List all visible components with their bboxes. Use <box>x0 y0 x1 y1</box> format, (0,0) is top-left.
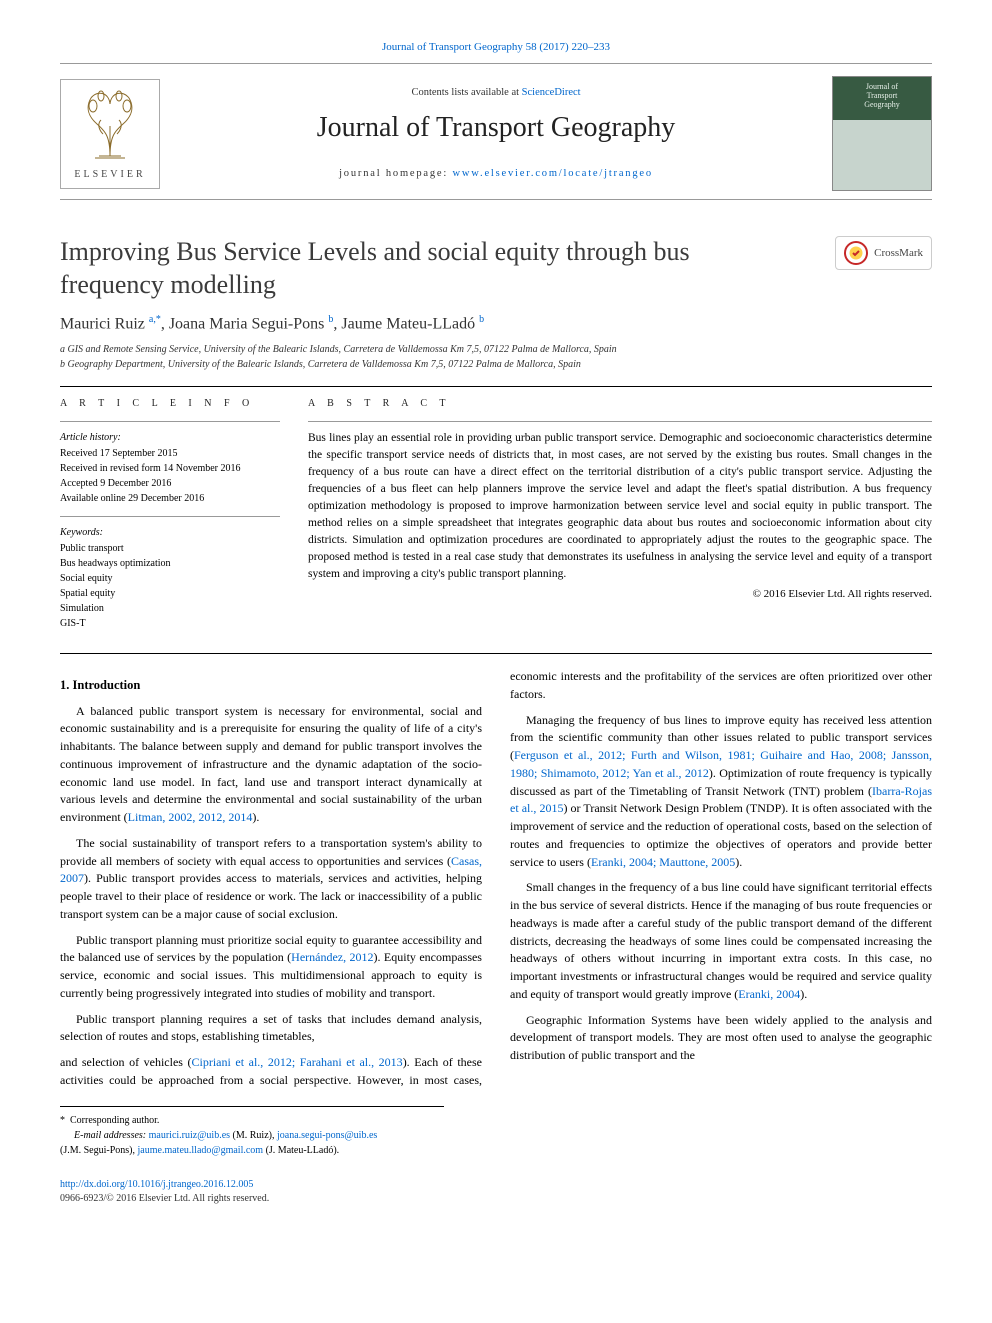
author-1-affil-sup: a, <box>149 314 156 325</box>
article-body: 1. Introduction A balanced public transp… <box>60 668 932 1090</box>
contents-prefix: Contents lists available at <box>411 87 521 98</box>
author-2: Joana Maria Segui-Pons <box>169 316 329 333</box>
footnotes: * Corresponding author. E-mail addresses… <box>60 1106 444 1158</box>
crossmark-badge[interactable]: CrossMark <box>835 236 932 270</box>
citation-link[interactable]: Hernández, 2012 <box>291 950 373 964</box>
masthead: ELSEVIER Contents lists available at Sci… <box>60 64 932 199</box>
rule-abstract-inner <box>308 421 932 422</box>
abstract-text: Bus lines play an essential role in prov… <box>308 430 932 583</box>
doi-block: http://dx.doi.org/10.1016/j.jtrangeo.201… <box>60 1178 932 1206</box>
section-heading-1: 1. Introduction <box>60 676 482 695</box>
affiliation-b: b Geography Department, University of th… <box>60 357 932 372</box>
rule-info-bottom <box>60 653 932 654</box>
crossmark-label: CrossMark <box>874 246 923 261</box>
keywords-label: Keywords: <box>60 525 280 540</box>
corresponding-author-note: * Corresponding author. <box>60 1113 444 1128</box>
body-paragraph: The social sustainability of transport r… <box>60 835 482 924</box>
abstract-heading: A B S T R A C T <box>308 397 932 411</box>
abstract-block: A B S T R A C T Bus lines play an essent… <box>308 397 932 641</box>
rule-masthead-bottom <box>60 199 932 200</box>
author-email-link[interactable]: jaume.mateu.llado@gmail.com <box>138 1145 264 1156</box>
publisher-logo: ELSEVIER <box>60 79 160 189</box>
history-label: Article history: <box>60 430 280 445</box>
article-title: Improving Bus Service Levels and social … <box>60 236 780 301</box>
keyword: Simulation <box>60 601 280 616</box>
rule-info-top <box>60 386 932 387</box>
history-item: Received in revised form 14 November 201… <box>60 461 280 476</box>
author-1: Maurici Ruiz <box>60 316 149 333</box>
article-info-heading: A R T I C L E I N F O <box>60 397 280 411</box>
keyword: Bus headways optimization <box>60 556 280 571</box>
email-who: (M. Ruiz) <box>233 1130 272 1141</box>
author-3-affil-sup: b <box>479 314 484 325</box>
keyword: Spatial equity <box>60 586 280 601</box>
journal-homepage-line: journal homepage: www.elsevier.com/locat… <box>176 167 816 182</box>
doi-link[interactable]: http://dx.doi.org/10.1016/j.jtrangeo.201… <box>60 1179 253 1190</box>
cover-title: Journal of Transport Geography <box>864 83 900 109</box>
author-sep: , <box>161 316 169 333</box>
body-paragraph: Managing the frequency of bus lines to i… <box>510 712 932 872</box>
author-email-link[interactable]: joana.segui-pons@uib.es <box>277 1130 377 1141</box>
keyword: Social equity <box>60 571 280 586</box>
sciencedirect-link[interactable]: ScienceDirect <box>522 87 581 98</box>
article-info-block: A R T I C L E I N F O Article history: R… <box>60 397 280 641</box>
author-email-link[interactable]: maurici.ruiz@uib.es <box>149 1130 230 1141</box>
citation-link[interactable]: Litman, 2002, 2012, 2014 <box>128 810 253 824</box>
email-who: (J.M. Segui-Pons) <box>60 1145 133 1156</box>
citation-link[interactable]: Eranki, 2004; Mauttone, 2005 <box>591 855 735 869</box>
body-paragraph: Small changes in the frequency of a bus … <box>510 879 932 1003</box>
rule-info-inner <box>60 516 280 517</box>
issn-copyright: 0966-6923/© 2016 Elsevier Ltd. All right… <box>60 1193 269 1204</box>
citation-link[interactable]: Cipriani et al., 2012; Farahani et al., … <box>192 1055 403 1069</box>
journal-homepage-link[interactable]: www.elsevier.com/locate/jtrangeo <box>453 168 653 179</box>
body-paragraph: Public transport planning must prioritiz… <box>60 932 482 1003</box>
email-addresses: E-mail addresses: maurici.ruiz@uib.es (M… <box>60 1128 444 1158</box>
journal-cover-thumb: Journal of Transport Geography <box>832 76 932 191</box>
email-who: (J. Mateu-LLadó). <box>266 1145 340 1156</box>
publisher-name: ELSEVIER <box>74 168 145 182</box>
body-paragraph: Geographic Information Systems have been… <box>510 1012 932 1065</box>
rule-info-inner <box>60 421 280 422</box>
abstract-copyright: © 2016 Elsevier Ltd. All rights reserved… <box>308 587 932 602</box>
affiliation-a: a GIS and Remote Sensing Service, Univer… <box>60 342 932 357</box>
journal-citation-top[interactable]: Journal of Transport Geography 58 (2017)… <box>60 40 932 55</box>
keyword: GIS-T <box>60 616 280 631</box>
keyword: Public transport <box>60 541 280 556</box>
history-item: Accepted 9 December 2016 <box>60 476 280 491</box>
crossmark-icon <box>844 241 868 265</box>
body-paragraph: Public transport planning requires a set… <box>60 1011 482 1047</box>
homepage-prefix: journal homepage: <box>339 168 452 179</box>
body-paragraph: A balanced public transport system is ne… <box>60 703 482 827</box>
author-3: Jaume Mateu-LLadó <box>341 316 479 333</box>
journal-name: Journal of Transport Geography <box>176 108 816 147</box>
contents-line: Contents lists available at ScienceDirec… <box>176 86 816 101</box>
history-item: Received 17 September 2015 <box>60 446 280 461</box>
author-list: Maurici Ruiz a,*, Joana Maria Segui-Pons… <box>60 313 932 336</box>
history-item: Available online 29 December 2016 <box>60 491 280 506</box>
citation-link[interactable]: Eranki, 2004 <box>738 987 800 1001</box>
affiliations: a GIS and Remote Sensing Service, Univer… <box>60 342 932 372</box>
elsevier-tree-icon <box>75 86 145 164</box>
